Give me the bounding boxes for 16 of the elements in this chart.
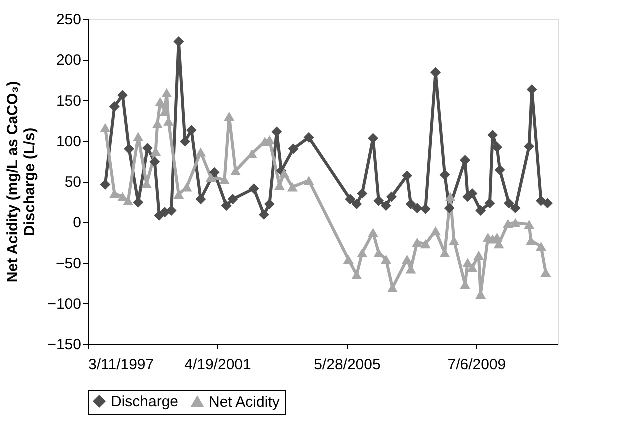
y-tick-label: 200 bbox=[56, 52, 82, 70]
x-tick-label: 4/19/2001 bbox=[184, 356, 252, 374]
y-tick-label: 0 bbox=[73, 214, 82, 232]
y-tick-label: −100 bbox=[48, 296, 82, 313]
x-tick-label: 5/28/2005 bbox=[314, 356, 381, 374]
y-tick-label: 100 bbox=[56, 133, 82, 150]
y-tick-label: 250 bbox=[56, 12, 82, 28]
y-axis-title: Net Acidity (mg/L as CaCO₃) Discharge (L/s) bbox=[4, 81, 39, 283]
legend-label: Net Acidity bbox=[209, 394, 280, 411]
y-tick-label: 50 bbox=[64, 174, 82, 191]
x-tick-label: 3/11/1997 bbox=[88, 356, 154, 374]
x-tick-label: 7/6/2009 bbox=[448, 356, 506, 374]
legend-label: Discharge bbox=[111, 394, 179, 411]
y-tick-label: 150 bbox=[56, 92, 82, 110]
y-tick-label: −150 bbox=[48, 336, 82, 354]
y-tick-label: −50 bbox=[56, 255, 82, 272]
